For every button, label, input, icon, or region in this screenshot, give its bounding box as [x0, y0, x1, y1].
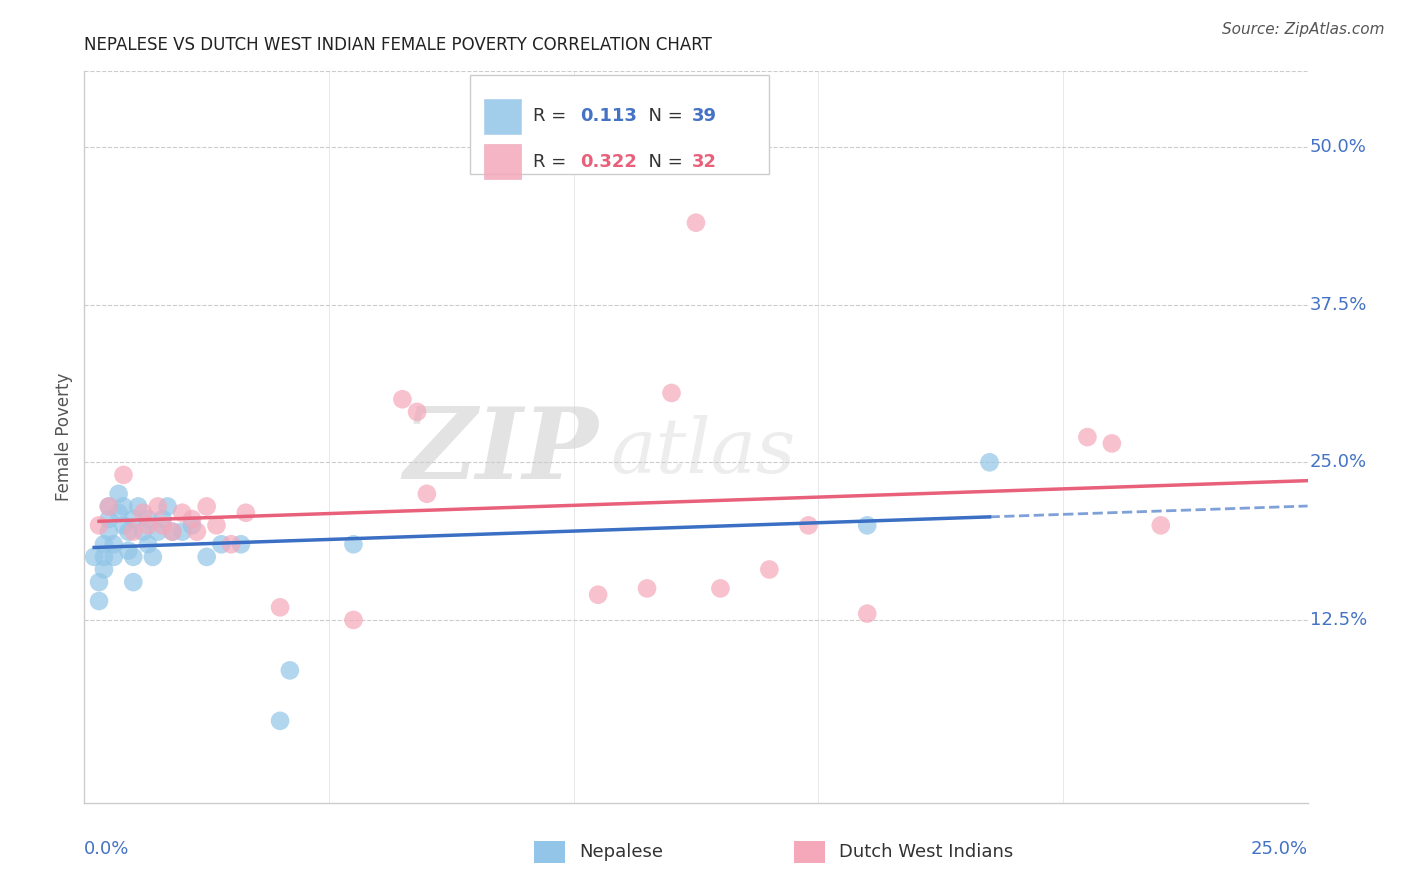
Point [162, 524, 184, 539]
Point [406, 405, 429, 419]
Point [172, 524, 194, 539]
Point [103, 549, 125, 564]
Point [122, 575, 145, 590]
Point [97, 512, 120, 526]
Point [127, 500, 149, 514]
Point [758, 562, 780, 576]
Point [122, 524, 145, 539]
Point [117, 543, 139, 558]
Point [1101, 436, 1123, 450]
Point [162, 524, 184, 539]
Point [156, 500, 179, 514]
Point [181, 518, 204, 533]
Point [797, 518, 820, 533]
Point [856, 607, 879, 621]
Point [87, 575, 110, 590]
Text: 37.5%: 37.5% [1310, 295, 1368, 314]
Point [979, 455, 1001, 469]
Point [235, 506, 257, 520]
Point [112, 518, 135, 533]
Point [87, 594, 110, 608]
Text: 32: 32 [692, 153, 717, 171]
Point [136, 537, 159, 551]
Text: N =: N = [637, 153, 689, 171]
FancyBboxPatch shape [484, 145, 522, 179]
Point [661, 386, 683, 401]
Point [1076, 430, 1098, 444]
Point [229, 537, 252, 551]
Point [122, 512, 145, 526]
Point [97, 500, 120, 514]
Point [122, 549, 145, 564]
Point [342, 537, 364, 551]
FancyBboxPatch shape [484, 99, 522, 134]
Point [856, 518, 879, 533]
FancyBboxPatch shape [470, 75, 769, 174]
Point [205, 518, 228, 533]
Point [112, 467, 135, 482]
Point [186, 524, 208, 539]
Text: 0.113: 0.113 [579, 108, 637, 126]
Text: 39: 39 [692, 108, 717, 126]
Point [391, 392, 413, 407]
Point [93, 562, 115, 576]
Point [93, 549, 115, 564]
Point [636, 582, 658, 596]
Point [342, 613, 364, 627]
Point [136, 518, 159, 533]
Point [152, 512, 174, 526]
Point [269, 714, 291, 728]
Point [103, 537, 125, 551]
Point [152, 518, 174, 533]
Point [112, 500, 135, 514]
Point [107, 487, 129, 501]
Text: 0.322: 0.322 [579, 153, 637, 171]
Point [278, 664, 301, 678]
Point [132, 524, 155, 539]
Text: NEPALESE VS DUTCH WEST INDIAN FEMALE POVERTY CORRELATION CHART: NEPALESE VS DUTCH WEST INDIAN FEMALE POV… [84, 36, 713, 54]
Text: 50.0%: 50.0% [1310, 138, 1367, 156]
Text: N =: N = [637, 108, 689, 126]
Point [142, 549, 165, 564]
Text: Source: ZipAtlas.com: Source: ZipAtlas.com [1222, 22, 1385, 37]
Point [586, 588, 609, 602]
Point [195, 549, 218, 564]
Point [132, 506, 155, 520]
Point [416, 487, 439, 501]
Point [685, 216, 707, 230]
Text: atlas: atlas [610, 415, 796, 489]
Text: R =: R = [533, 153, 572, 171]
Point [83, 549, 105, 564]
Point [219, 537, 242, 551]
Text: 0.0%: 0.0% [84, 840, 129, 858]
Point [97, 500, 120, 514]
Point [87, 518, 110, 533]
Text: 25.0%: 25.0% [1310, 453, 1367, 471]
Text: 25.0%: 25.0% [1250, 840, 1308, 858]
Text: R =: R = [533, 108, 572, 126]
Point [107, 506, 129, 520]
Point [195, 500, 218, 514]
Text: ZIP: ZIP [404, 403, 598, 500]
Point [172, 506, 194, 520]
Point [209, 537, 232, 551]
Point [709, 582, 731, 596]
Y-axis label: Female Poverty: Female Poverty [55, 373, 73, 501]
Point [146, 524, 169, 539]
Text: Nepalese: Nepalese [579, 843, 664, 861]
Text: 12.5%: 12.5% [1310, 611, 1367, 629]
Point [93, 537, 115, 551]
Point [146, 500, 169, 514]
Point [136, 512, 159, 526]
Point [117, 524, 139, 539]
Text: Dutch West Indians: Dutch West Indians [839, 843, 1014, 861]
Point [1150, 518, 1173, 533]
Point [181, 512, 204, 526]
Point [97, 524, 120, 539]
Point [269, 600, 291, 615]
